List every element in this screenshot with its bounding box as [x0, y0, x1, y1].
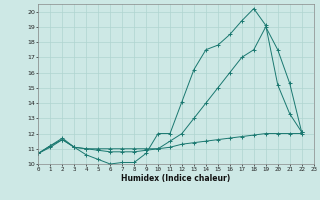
- X-axis label: Humidex (Indice chaleur): Humidex (Indice chaleur): [121, 174, 231, 183]
